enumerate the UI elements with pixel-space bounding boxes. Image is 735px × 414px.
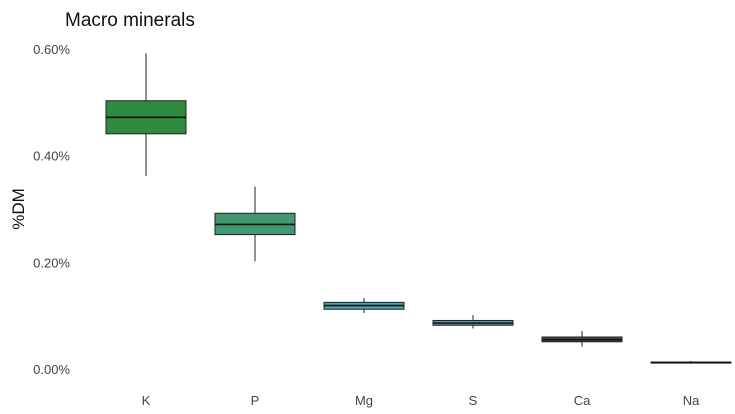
x-tick-label: Ca	[574, 393, 591, 408]
y-axis-ticks: 0.00% 0.20% 0.40% 0.60%	[33, 42, 70, 377]
box-s	[432, 315, 514, 329]
box-p	[214, 186, 296, 262]
y-tick-label: 0.00%	[33, 362, 70, 377]
chart-title: Macro minerals	[65, 10, 195, 31]
x-tick-label: Mg	[355, 393, 373, 408]
x-tick-label: S	[469, 393, 478, 408]
y-tick-label: 0.40%	[33, 149, 70, 164]
x-axis-ticks: K P Mg S Ca Na	[142, 393, 700, 408]
box-k	[105, 53, 187, 176]
box-na	[650, 361, 732, 364]
y-tick-label: 0.20%	[33, 255, 70, 270]
y-axis-label: %DM	[9, 188, 28, 230]
x-tick-label: K	[142, 393, 151, 408]
x-tick-label: Na	[683, 393, 700, 408]
box-series	[105, 53, 732, 364]
box-mg	[323, 298, 405, 313]
x-tick-label: P	[251, 393, 260, 408]
y-tick-label: 0.60%	[33, 42, 70, 57]
box-ca	[541, 331, 623, 347]
